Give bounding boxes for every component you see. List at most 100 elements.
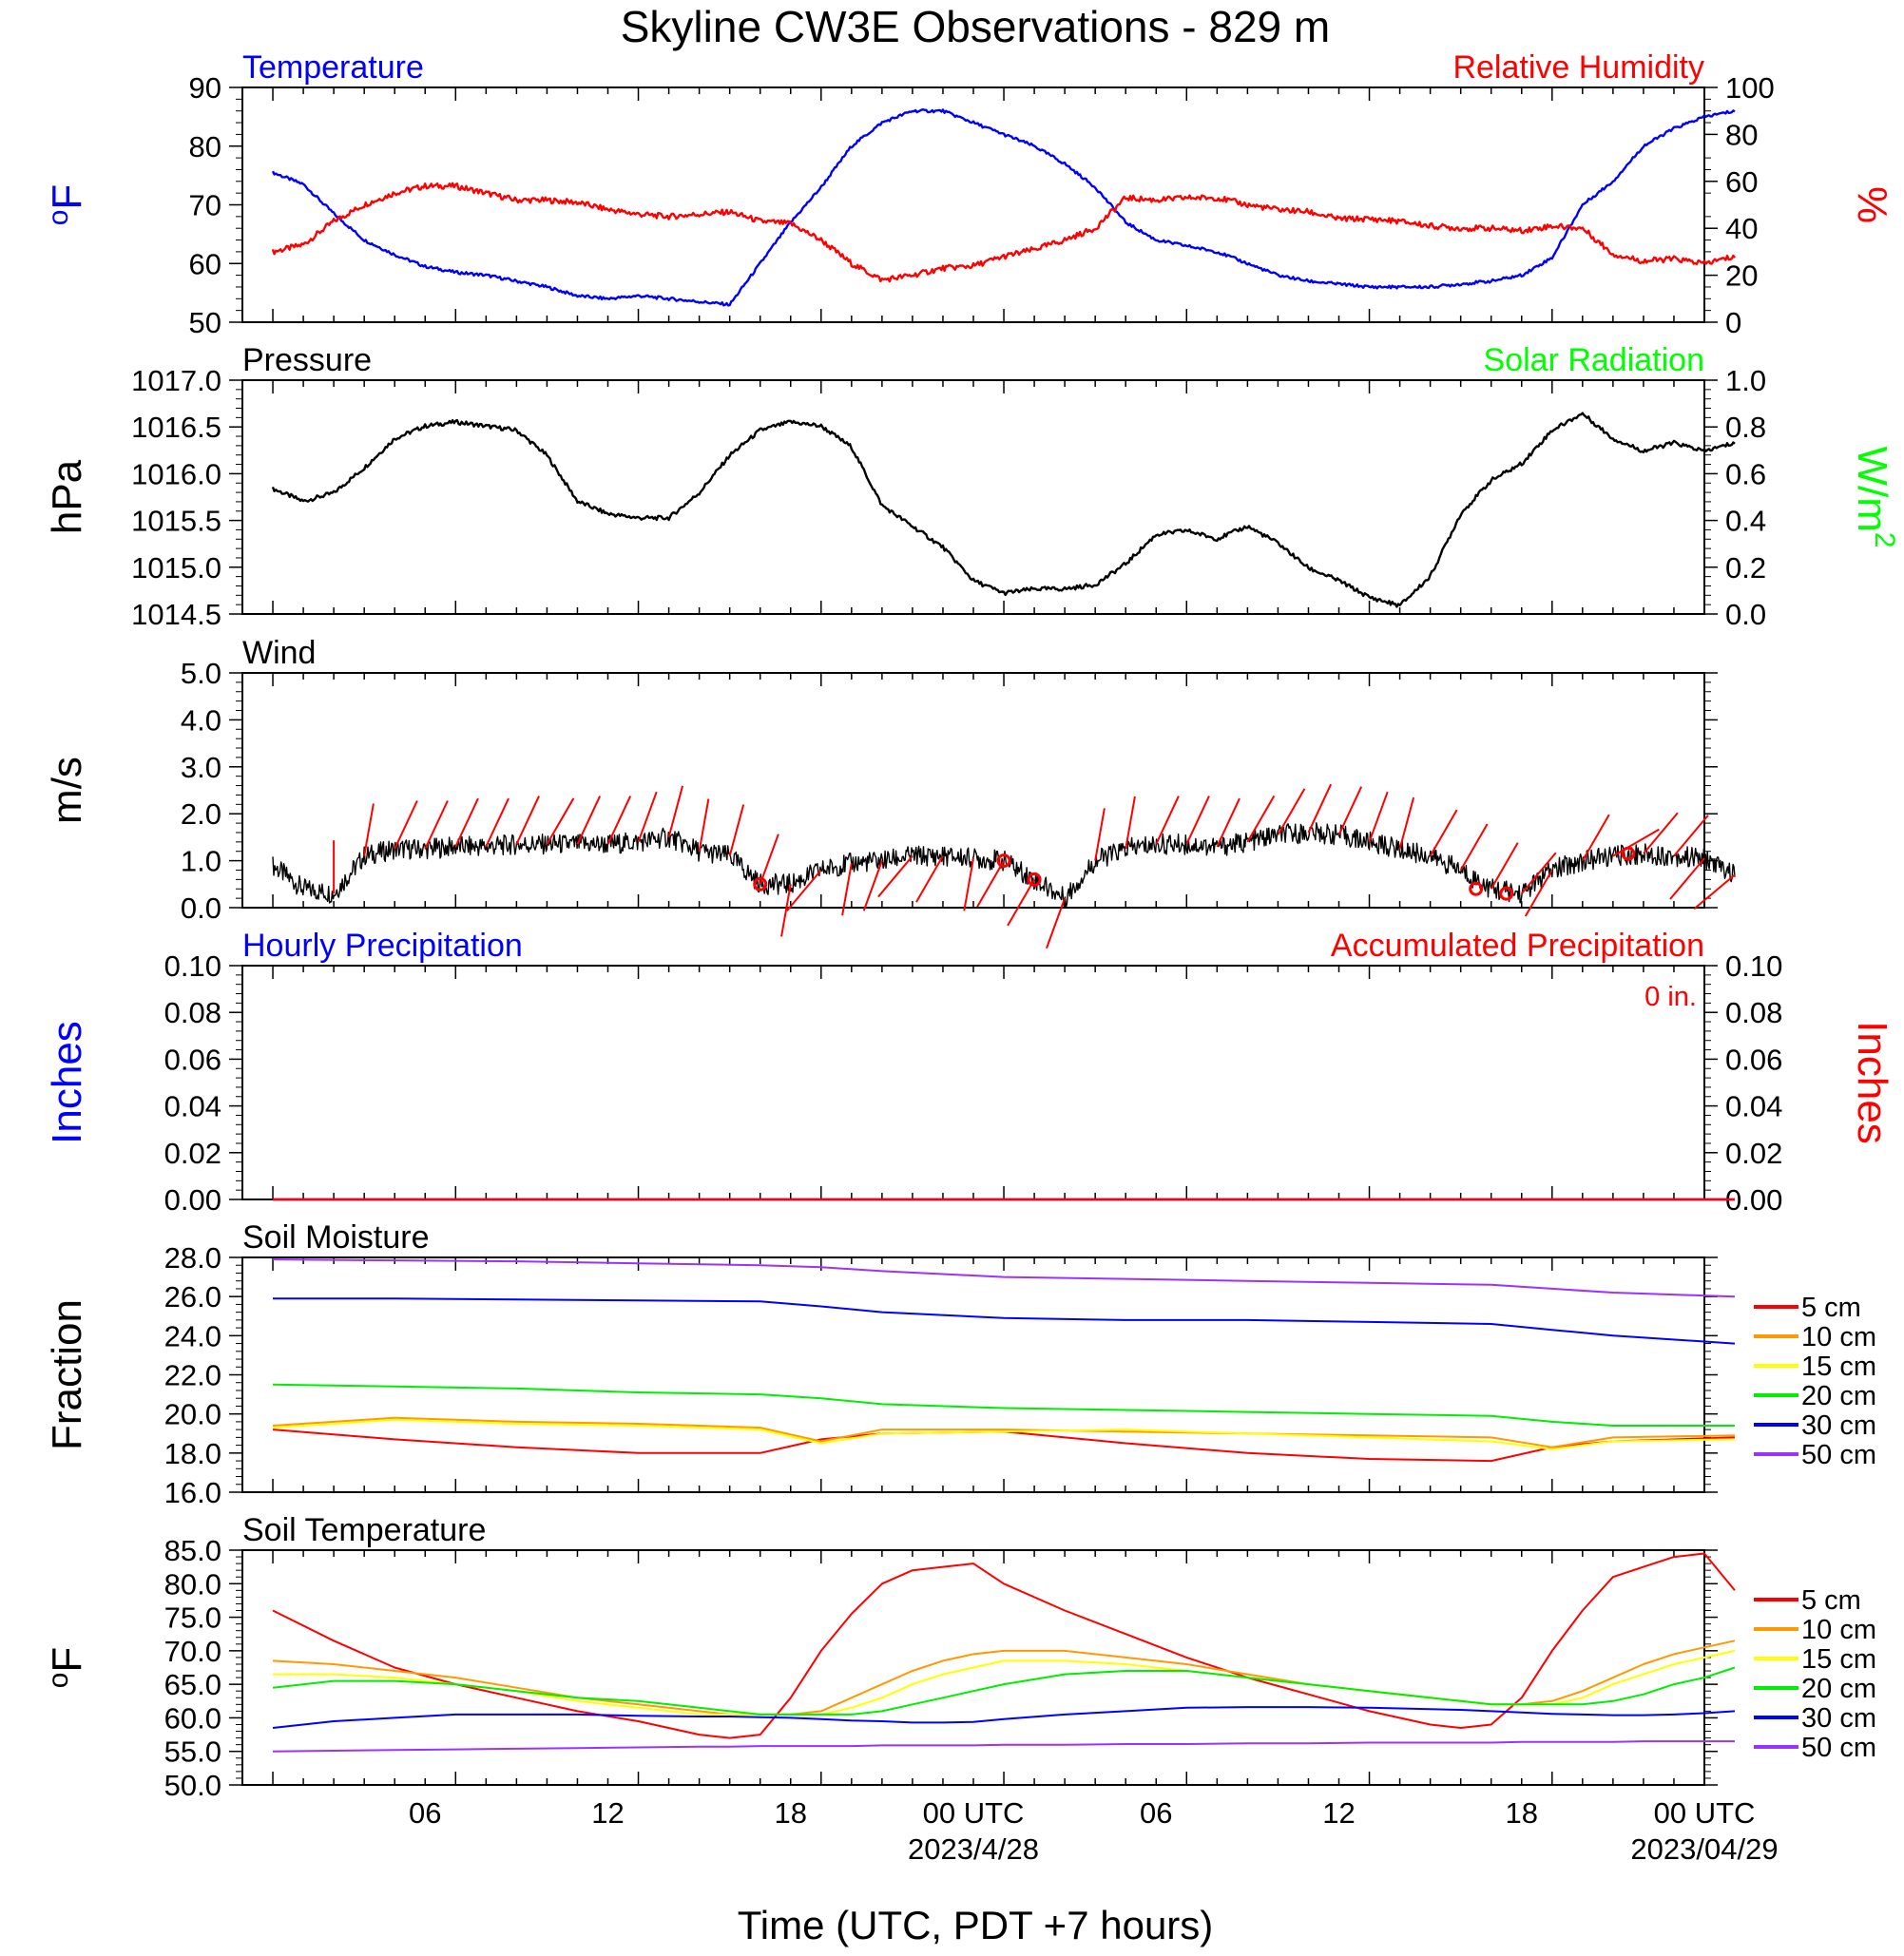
y-tick-label-left: 60 [189, 247, 221, 280]
legend-label: 5 cm [1801, 1585, 1861, 1616]
y-tick-label-left: 5.0 [181, 657, 221, 690]
y-tick-label-left: 0.06 [164, 1043, 221, 1076]
x-tick-label: 12 [591, 1796, 624, 1830]
y-tick-label-left: 1016.0 [131, 457, 221, 490]
y-tick-label-left: 55.0 [164, 1735, 221, 1769]
panel-1: 50 60 70 80 90 0 20 40 60 80 100 Temperature Relativ… [43, 49, 1895, 339]
series-line-temperature [271, 108, 1736, 307]
series-line-10-cm [272, 1640, 1736, 1716]
wind-barb [1046, 897, 1067, 949]
y-tick-label-left: 60.0 [164, 1701, 221, 1735]
legend-label: 20 cm [1801, 1381, 1876, 1411]
legend-label: 15 cm [1801, 1644, 1876, 1675]
series-line-10-cm [272, 1416, 1736, 1448]
wind-barb [1673, 815, 1709, 857]
y-axis-label-right: W/m2 [1849, 446, 1900, 547]
wind-barb [1669, 857, 1705, 900]
wind-barb [1581, 814, 1610, 862]
wind-barb [1307, 783, 1333, 834]
y-tick-label-left: 1015.0 [131, 551, 221, 585]
series-line-15-cm [273, 1649, 1736, 1716]
wind-barb [1337, 786, 1363, 835]
y-tick-label-left: 1014.5 [131, 598, 221, 631]
wind-barb [1185, 796, 1210, 845]
x-date-label: 2023/4/28 [908, 1832, 1039, 1866]
wind-barb [576, 796, 602, 845]
panel-title-left: Soil Moisture [242, 1219, 430, 1256]
panel-frame [241, 672, 1705, 909]
y-tick-label-right: 1.0 [1725, 364, 1766, 397]
y-tick-label-left: 20.0 [164, 1398, 221, 1431]
y-tick-label-left: 75.0 [164, 1601, 221, 1635]
y-tick-label-right: 0.0 [1725, 598, 1766, 631]
panel-frame [241, 1256, 1705, 1493]
y-axis-label-left: Inches [44, 1021, 90, 1144]
precip-total-annotation: 0 in. [1644, 982, 1697, 1012]
calm-wind-marker [1027, 872, 1042, 887]
series-line-15-cm [272, 1418, 1736, 1450]
panel-title-left: Wind [242, 635, 316, 671]
y-tick-label-left: 1.0 [181, 845, 221, 878]
wind-barb [1524, 869, 1553, 917]
figure-title: Skyline CW3E Observations - 829 m [621, 2, 1331, 51]
series-line-30-cm [272, 1706, 1736, 1729]
x-tick-label: 06 [1140, 1796, 1172, 1830]
wind-barb [1216, 797, 1240, 848]
wind-barb [424, 800, 449, 850]
y-axis-label-left: oF [43, 1647, 90, 1689]
y-tick-label-right: 0.10 [1725, 949, 1782, 983]
wind-barb [454, 797, 479, 848]
y-tick-label-left: 18.0 [164, 1437, 221, 1470]
series-line-20-cm [272, 1666, 1736, 1716]
y-tick-label-right: 0.06 [1725, 1043, 1782, 1076]
y-tick-label-left: 0.04 [164, 1090, 221, 1123]
y-tick-label-right: 0.8 [1725, 411, 1766, 444]
y-axis-label-left: oF [43, 184, 90, 226]
y-tick-label-left: 24.0 [164, 1319, 221, 1352]
panel-5: 16.0 18.0 20.0 22.0 24.0 26.0 28.0 Soil Moistur… [44, 1219, 1876, 1509]
legend-label: 15 cm [1801, 1352, 1876, 1382]
y-tick-label-left: 70.0 [164, 1635, 221, 1668]
y-tick-label-left: 85.0 [164, 1534, 221, 1567]
wind-barb [1398, 796, 1415, 850]
series-line-30-cm [273, 1297, 1736, 1345]
legend-label: 20 cm [1801, 1674, 1876, 1704]
panel-4: 0.00 0.02 0.04 0.06 0.08 0.10 0.00 0.02 0.04 0.06… [44, 928, 1895, 1217]
y-tick-label-left: 1016.5 [131, 411, 221, 444]
wind-barb [963, 857, 974, 911]
wind-barb [1612, 828, 1660, 857]
wind-barb [728, 804, 745, 856]
y-tick-label-left: 80 [189, 130, 221, 163]
panel-title-left: Hourly Precipitation [242, 928, 523, 964]
y-tick-label-right: 0.04 [1725, 1090, 1782, 1123]
y-tick-label-left: 1017.0 [131, 364, 221, 397]
wind-barb [515, 796, 540, 845]
y-tick-label-left: 90 [189, 71, 221, 105]
y-tick-label-right: 0.02 [1725, 1137, 1782, 1170]
panel-title-left: Temperature [242, 49, 424, 86]
y-tick-label-left: 26.0 [164, 1280, 221, 1314]
x-tick-label: 18 [775, 1796, 807, 1830]
series-line-50-cm [272, 1258, 1736, 1298]
legend-label: 30 cm [1801, 1410, 1876, 1441]
wind-barb [786, 869, 822, 912]
calm-wind-marker [1621, 846, 1636, 861]
panel-6: 50.055.060.065.070.075.080.085.0 Soil Tem… [43, 1512, 1876, 1802]
wind-barb [363, 803, 375, 856]
y-tick-label-left: 1015.5 [131, 505, 221, 538]
wind-barb [1429, 809, 1458, 857]
calm-wind-marker [996, 853, 1011, 869]
legend-label: 10 cm [1801, 1615, 1876, 1645]
wind-barb [976, 860, 1005, 908]
wind-barb [1368, 791, 1389, 843]
wind-barb [698, 798, 710, 852]
y-axis-label-left: hPa [44, 459, 90, 534]
series-line-5-cm [272, 1552, 1736, 1739]
y-tick-label-left: 0.10 [164, 949, 221, 983]
series-line-pressure [271, 412, 1736, 608]
series-line-relative-humidity [271, 182, 1736, 283]
y-tick-label-left: 0.08 [164, 996, 221, 1029]
legend-label: 50 cm [1801, 1440, 1876, 1470]
wind-barb [1094, 808, 1106, 861]
wind-barb [485, 797, 510, 848]
